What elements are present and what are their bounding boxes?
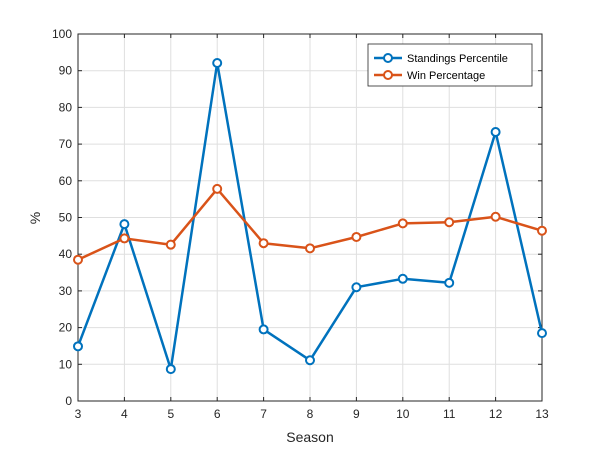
- y-tick-label: 100: [52, 27, 72, 41]
- data-point-win-percentage: [490, 211, 501, 222]
- y-tick-label: 70: [59, 137, 73, 151]
- series-win-percentage: [73, 183, 547, 265]
- legend-label-standings-percentile: Standings Percentile: [407, 53, 508, 65]
- data-point-standings-percentile: [397, 273, 408, 284]
- y-tick-label: 40: [59, 247, 73, 261]
- data-point-standings-percentile: [444, 277, 455, 288]
- y-tick-label: 50: [59, 211, 73, 225]
- x-tick-label: 12: [489, 407, 503, 421]
- y-tick-label: 90: [59, 64, 73, 78]
- legend: Standings Percentile Win Percentage: [367, 43, 533, 87]
- legend-box: [367, 43, 533, 87]
- x-tick-label: 4: [121, 407, 128, 421]
- data-point-win-percentage: [537, 225, 547, 236]
- data-point-win-percentage: [73, 254, 83, 265]
- x-tick-label: 13: [535, 407, 549, 421]
- data-point-standings-percentile: [537, 328, 547, 339]
- x-tick-label: 7: [260, 407, 267, 421]
- axis-ticks: [77, 33, 543, 402]
- y-tick-label: 0: [65, 394, 72, 408]
- y-tick-labels: 0 10 20 30 40 50 60 70 80 90 100: [52, 27, 72, 408]
- x-tick-label: 3: [75, 407, 82, 421]
- data-point-win-percentage: [119, 233, 130, 244]
- series-standings-percentile: [73, 57, 547, 375]
- data-point-standings-percentile: [258, 324, 269, 335]
- x-axis-label: Season: [286, 429, 333, 445]
- data-point-win-percentage: [397, 218, 408, 229]
- data-point-win-percentage: [165, 239, 176, 250]
- y-tick-label: 10: [59, 357, 73, 371]
- data-point-win-percentage: [212, 183, 223, 194]
- data-point-win-percentage: [351, 231, 362, 242]
- x-tick-label: 6: [214, 407, 221, 421]
- data-point-standings-percentile: [212, 57, 223, 68]
- legend-marker-standings-percentile: [383, 53, 393, 63]
- x-tick-label: 8: [307, 407, 314, 421]
- y-tick-label: 60: [59, 174, 73, 188]
- data-point-win-percentage: [305, 243, 315, 254]
- data-point-standings-percentile: [119, 219, 130, 230]
- data-point-standings-percentile: [73, 341, 83, 352]
- data-point-standings-percentile: [351, 282, 362, 293]
- x-tick-label: 9: [353, 407, 360, 421]
- legend-label-win-percentage: Win Percentage: [407, 70, 485, 82]
- data-point-standings-percentile: [490, 126, 501, 137]
- x-tick-label: 10: [396, 407, 410, 421]
- data-point-win-percentage: [258, 238, 269, 249]
- y-axis-label: %: [27, 212, 43, 224]
- x-tick-labels: 3 4 5 6 7 8 9 10 11 12 13: [75, 407, 549, 421]
- x-tick-label: 5: [167, 407, 174, 421]
- y-tick-label: 20: [59, 321, 73, 335]
- x-tick-label: 11: [443, 407, 456, 421]
- y-tick-label: 30: [59, 284, 73, 298]
- series-layer: [73, 57, 547, 375]
- data-point-standings-percentile: [165, 364, 176, 375]
- data-point-win-percentage: [444, 217, 455, 228]
- data-point-standings-percentile: [305, 355, 315, 366]
- y-tick-label: 80: [59, 100, 73, 114]
- legend-marker-win-percentage: [383, 70, 393, 80]
